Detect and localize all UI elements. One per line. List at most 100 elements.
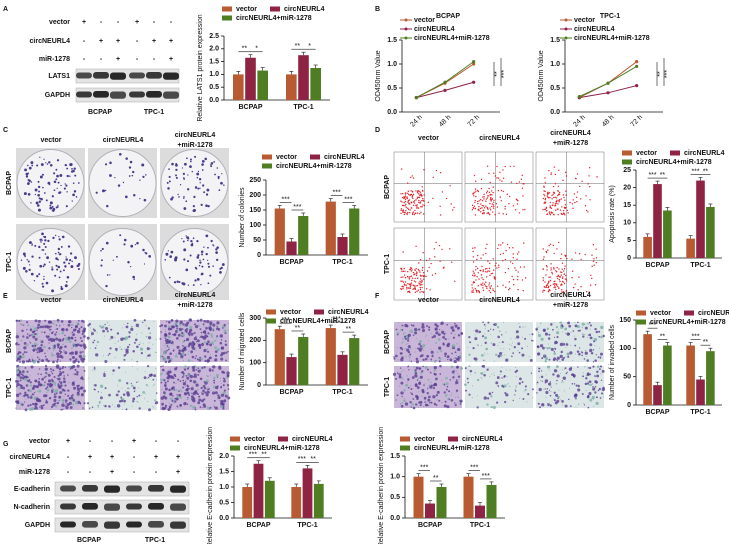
pore [589,384,590,385]
cell [549,359,551,361]
pore [410,329,411,330]
flow-event [472,209,473,210]
cell [488,330,490,332]
flow-event [401,201,402,202]
cell [482,321,484,323]
flow-event [513,279,514,280]
colony [200,182,201,183]
flow-event [474,175,475,176]
cell [30,342,31,343]
pore [129,388,130,389]
colony [167,182,169,184]
cell [77,330,78,331]
pore [128,331,129,332]
colony [68,245,70,247]
y-axis-label: OD450nm Value [538,50,545,101]
flow-event [547,249,548,250]
pore [221,383,222,384]
cell [19,372,21,374]
flow-event [423,278,424,279]
flow-event [518,251,519,252]
cell [563,343,566,346]
cell [16,320,18,322]
pore [155,368,156,369]
pore [115,343,116,344]
flow-event [561,213,562,214]
cell [75,369,77,371]
flow-event [414,280,415,281]
colony [51,289,54,292]
cell [75,326,77,328]
blot-sign: + [110,469,114,476]
flow-event [548,286,549,287]
cell [164,325,167,328]
colony [53,172,55,174]
cell [198,399,201,402]
cell [193,348,195,350]
cell [190,405,192,407]
cell [22,360,25,363]
sig-annotation: *** [501,70,508,78]
colony [44,236,46,238]
flow-event [473,291,474,292]
cell [30,361,31,362]
colony [42,174,44,176]
cell [45,376,47,378]
cell [595,381,598,384]
colony [214,174,216,176]
point [635,84,638,87]
cell [61,328,64,331]
cell [401,396,402,397]
pore [461,367,462,368]
flow-event [417,204,418,205]
cell [19,376,22,379]
cell [137,401,139,403]
pore [418,407,419,408]
cell [87,402,89,404]
sig-annotation: * [255,46,258,53]
colony [171,251,174,254]
pore [183,352,184,353]
cell [24,342,27,345]
flow-event [486,276,487,277]
cell [221,386,222,387]
cell [524,389,526,391]
flow-event [411,196,412,197]
cell [65,337,68,340]
cell [582,375,584,377]
legend-swatch [314,310,324,315]
flow-plot [394,228,462,300]
pore [418,391,419,392]
cell [167,380,169,382]
cell [482,365,485,368]
flow-event [496,166,497,167]
cell [531,340,532,341]
pore [562,342,563,343]
flow-event [475,279,476,280]
pore [184,320,185,321]
cell [125,351,128,354]
flow-event [477,268,478,269]
flow-event [551,272,552,273]
pore [570,325,571,326]
flow-event [483,194,484,195]
flow-event [439,261,440,262]
pore [27,381,28,382]
y-tick-label: 0 [627,255,631,262]
cell [46,400,47,401]
cell [27,385,29,387]
cell [62,366,64,368]
cell [214,360,216,362]
cell [548,337,550,339]
point [606,91,609,94]
flow-event [505,287,506,288]
cell [32,403,34,405]
pore [106,361,107,362]
flow-event [501,190,502,191]
flow-event [404,284,405,285]
cell [43,404,45,406]
pore [490,334,491,335]
cell [514,346,516,348]
flow-event [589,199,590,200]
flow-event [422,270,423,271]
